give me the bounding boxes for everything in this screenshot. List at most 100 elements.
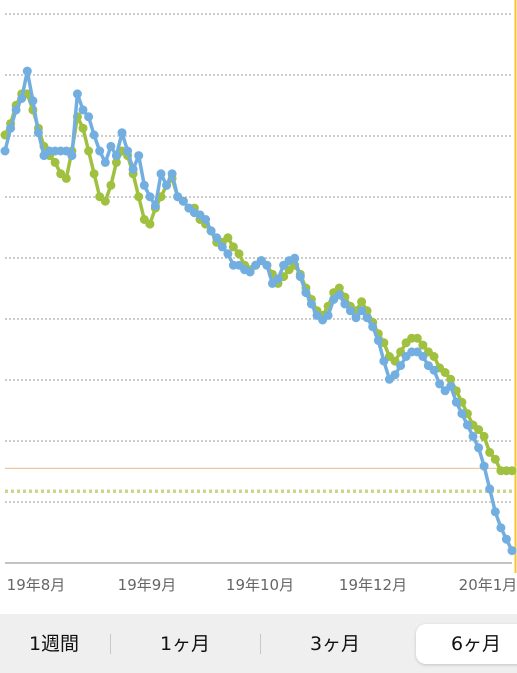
- data-point: [123, 146, 133, 156]
- series-line: [3, 69, 514, 552]
- data-point: [78, 123, 88, 133]
- data-point: [474, 425, 484, 435]
- data-point: [95, 146, 105, 156]
- data-point: [84, 146, 94, 156]
- data-point: [150, 201, 160, 211]
- data-point: [61, 173, 71, 183]
- chart-svg: 19年8月 19年9月 19年10月 19年12月 20年1月: [0, 0, 517, 594]
- data-point: [134, 151, 144, 161]
- data-point: [290, 253, 300, 263]
- data-point: [128, 164, 138, 174]
- data-point: [418, 352, 428, 361]
- data-point: [0, 146, 10, 156]
- data-point: [67, 151, 77, 161]
- data-point: [368, 322, 378, 332]
- range-selector: 1週間 1ヶ月 3ヶ月 6ヶ月: [0, 614, 517, 673]
- data-point: [139, 180, 149, 190]
- data-point: [340, 299, 350, 309]
- data-point: [323, 310, 333, 320]
- data-point: [306, 299, 316, 309]
- data-point: [89, 130, 99, 140]
- data-point: [334, 283, 344, 293]
- data-point: [485, 447, 495, 457]
- data-point: [334, 290, 344, 300]
- data-point: [223, 249, 233, 259]
- data-point: [345, 306, 355, 316]
- data-point: [117, 128, 127, 138]
- data-point: [84, 112, 94, 122]
- data-point: [474, 443, 484, 453]
- data-point: [28, 96, 38, 106]
- series-line: [3, 92, 512, 473]
- data-point: [451, 397, 461, 407]
- data-point: [362, 313, 372, 323]
- x-tick-label: 20年1月: [459, 576, 517, 594]
- data-point: [217, 242, 227, 252]
- x-tick-label: 19年9月: [118, 576, 177, 594]
- data-point: [507, 466, 517, 476]
- data-point: [223, 233, 233, 243]
- data-point: [100, 157, 110, 167]
- data-point: [479, 431, 489, 441]
- data-point: [295, 272, 305, 282]
- data-point: [72, 89, 82, 99]
- data-point: [357, 297, 367, 307]
- data-point: [206, 226, 216, 236]
- data-point: [301, 288, 311, 298]
- data-point: [106, 141, 116, 151]
- data-point: [22, 66, 32, 76]
- data-point: [379, 356, 389, 366]
- data-point: [373, 336, 383, 345]
- data-point: [390, 370, 400, 380]
- data-point: [6, 123, 16, 133]
- data-point: [490, 454, 500, 464]
- data-point: [429, 352, 439, 361]
- data-point: [418, 340, 428, 350]
- data-point: [262, 260, 272, 270]
- range-option-3-months[interactable]: 3ヶ月: [309, 633, 361, 655]
- data-point: [50, 157, 60, 167]
- data-point: [134, 192, 144, 202]
- data-point: [78, 105, 88, 115]
- weight-trend-chart: 19年8月 19年9月 19年10月 19年12月 20年1月: [0, 0, 517, 594]
- data-point: [446, 374, 456, 384]
- x-tick-label: 19年12月: [339, 576, 407, 594]
- data-point: [457, 409, 467, 419]
- data-point: [212, 233, 222, 243]
- data-point: [201, 215, 211, 224]
- data-point: [479, 461, 489, 471]
- range-option-6-months[interactable]: 6ヶ月: [416, 624, 517, 664]
- data-point: [468, 431, 478, 441]
- data-point: [111, 151, 121, 161]
- data-point: [33, 128, 43, 138]
- data-point: [89, 169, 99, 179]
- data-point: [178, 196, 188, 206]
- data-point: [490, 507, 500, 517]
- data-point: [485, 484, 495, 494]
- data-point: [440, 368, 450, 377]
- data-point: [111, 157, 121, 167]
- data-point: [234, 249, 244, 259]
- data-point: [412, 333, 422, 343]
- range-option-1-month[interactable]: 1ヶ月: [159, 633, 211, 655]
- data-point: [507, 546, 517, 556]
- data-point: [396, 361, 406, 371]
- data-point: [501, 534, 511, 544]
- data-point: [17, 94, 27, 103]
- data-point: [462, 420, 472, 430]
- data-point: [100, 196, 110, 206]
- data-point: [245, 267, 255, 277]
- data-point: [145, 219, 155, 229]
- x-tick-label: 19年10月: [226, 576, 294, 594]
- data-point: [273, 274, 283, 284]
- data-point: [446, 381, 456, 391]
- data-point: [357, 306, 367, 316]
- data-point: [162, 180, 172, 190]
- data-point: [106, 180, 116, 190]
- data-point: [435, 379, 445, 389]
- data-point: [167, 169, 177, 179]
- data-point: [496, 523, 506, 533]
- range-separator: [110, 634, 111, 654]
- range-option-1-week[interactable]: 1週間: [28, 633, 80, 655]
- range-separator: [260, 634, 261, 654]
